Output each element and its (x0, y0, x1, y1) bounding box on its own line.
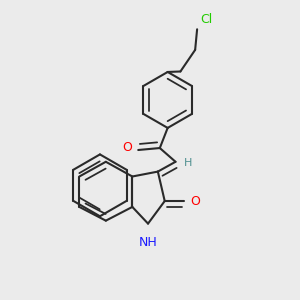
Text: O: O (190, 194, 200, 208)
Text: NH: NH (139, 236, 158, 249)
Text: Cl: Cl (200, 13, 212, 26)
Text: H: H (184, 158, 193, 168)
Text: O: O (122, 141, 132, 154)
